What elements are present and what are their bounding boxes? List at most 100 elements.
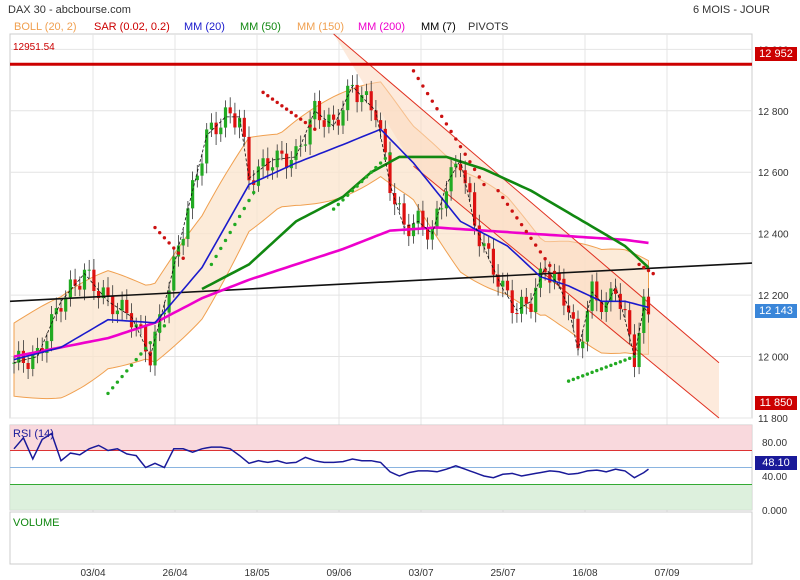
sar-dot	[289, 110, 293, 115]
candle-body	[496, 274, 500, 287]
candle-body	[468, 183, 472, 193]
candle-body	[35, 347, 40, 353]
legend-pivots: PIVOTS	[468, 21, 509, 33]
indicator-lines	[9, 62, 753, 364]
sar-dot	[294, 114, 298, 118]
sar-dot	[595, 368, 599, 373]
candle-body	[599, 300, 604, 313]
candle-body	[303, 144, 307, 146]
candle-body	[111, 295, 115, 315]
sar-dot	[360, 179, 364, 184]
sar-dot	[557, 277, 561, 281]
y-tick-label: 12 400	[758, 230, 789, 241]
sar-dot	[247, 198, 251, 203]
sar-dot	[515, 216, 519, 220]
sar-dot	[416, 76, 420, 81]
sar-dot	[284, 107, 289, 111]
rsi-tick-label: 80.00	[762, 438, 787, 449]
sar-dot	[411, 69, 416, 73]
sar-dot	[266, 94, 270, 98]
candle-body	[632, 334, 636, 368]
candle-body	[195, 175, 199, 181]
sar-dot	[562, 284, 566, 288]
candle-body	[458, 163, 463, 171]
sar-dot	[599, 367, 604, 371]
sar-dot	[350, 188, 355, 193]
volume-panel	[9, 511, 753, 565]
candle-body	[341, 110, 345, 126]
candle-body	[642, 296, 646, 334]
y-tick-label: 11 800	[758, 414, 788, 425]
sar-dot	[444, 122, 449, 126]
sar-dot	[458, 144, 463, 149]
x-tick-label: 16/08	[572, 568, 597, 579]
candle-body	[270, 167, 275, 171]
sar-dot	[430, 99, 434, 103]
candle-body	[416, 210, 420, 224]
sar-dot	[623, 358, 627, 362]
candle-body	[68, 279, 72, 298]
x-tick-label: 03/04	[80, 568, 105, 579]
sar-dot	[299, 117, 303, 121]
candle-body	[223, 107, 228, 128]
x-tick-label: 03/07	[408, 568, 433, 579]
sma7-line	[13, 85, 649, 364]
main-grid	[9, 33, 753, 565]
rsi-line	[13, 432, 649, 479]
candle-body	[628, 310, 632, 335]
candle-body	[369, 91, 373, 111]
sar-dot	[364, 175, 369, 179]
candle-body	[623, 308, 627, 311]
sar-dot	[482, 182, 486, 187]
sar-dot	[167, 241, 171, 245]
sar-dot	[501, 195, 505, 200]
chart-title: DAX 30 - abcbourse.com	[8, 4, 131, 16]
candle-body	[167, 290, 171, 313]
candle-body	[313, 100, 317, 120]
y-tick-label: 12 600	[758, 168, 789, 179]
candle-body	[487, 243, 491, 249]
sar-dot	[496, 188, 500, 193]
candle-body	[26, 362, 30, 369]
y-tick-label: 12 000	[758, 353, 789, 364]
x-tick-label: 09/06	[326, 568, 351, 579]
volume-label: VOLUME	[13, 517, 60, 529]
sar-dot	[181, 256, 185, 260]
candle-body	[548, 272, 552, 283]
candle-body	[191, 180, 195, 209]
legend-mm7: MM (7)	[421, 21, 456, 33]
sar-dot	[388, 152, 392, 156]
sar-dot	[223, 238, 228, 243]
legend-sar: SAR (0.02, 0.2)	[94, 21, 170, 33]
candle-body	[444, 191, 448, 209]
sar-dot	[219, 246, 223, 251]
candle-body	[158, 314, 162, 332]
candle-body	[327, 114, 331, 127]
candle-body	[538, 268, 542, 288]
sar-dot	[106, 391, 110, 396]
candle-body	[256, 166, 260, 185]
sar-dot	[270, 97, 275, 101]
candle-body	[454, 163, 458, 168]
sar-dot	[571, 377, 575, 382]
candle-body	[92, 269, 96, 291]
sar-dot	[303, 120, 308, 125]
candle-body	[332, 114, 336, 120]
candle-body	[609, 288, 613, 302]
candle-body	[106, 287, 110, 296]
candle-body	[482, 243, 486, 247]
x-tick-label: 18/05	[244, 568, 269, 579]
sar-dot	[566, 379, 571, 383]
rsi-label: RSI (14)	[13, 428, 54, 440]
sar-dot	[378, 161, 383, 165]
legend-mm150: MM (150)	[297, 21, 345, 33]
candle-body	[336, 119, 340, 126]
candle-body	[426, 228, 430, 240]
last-price-badge: 12 143	[755, 304, 797, 318]
channel-lower-line	[413, 165, 720, 419]
candle-body	[50, 314, 54, 342]
support-badge: 11 850	[755, 396, 797, 410]
sar-dot	[581, 374, 585, 378]
y-tick-label: 12 800	[758, 107, 789, 118]
